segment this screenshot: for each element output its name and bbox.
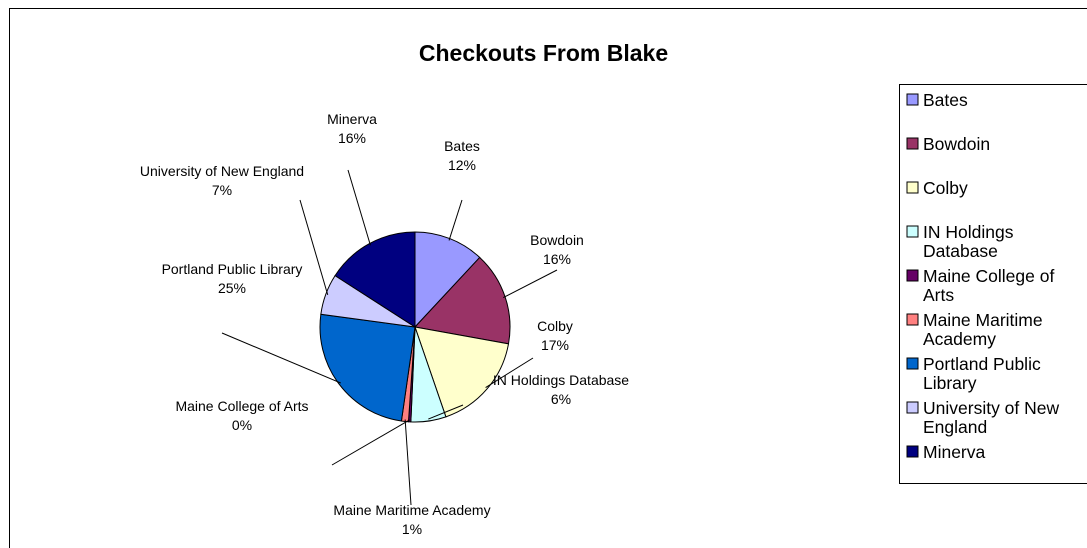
leader-line: [347, 169, 371, 246]
legend-label: Maine College of: [923, 266, 1054, 286]
leader-line: [428, 404, 464, 420]
legend-swatch: [906, 269, 919, 282]
data-label-percent: 7%: [212, 182, 232, 198]
legend-swatch: [906, 225, 919, 238]
legend-swatch: [906, 445, 919, 458]
legend-label: Minerva: [923, 442, 986, 462]
data-label-percent: 17%: [541, 337, 569, 353]
leader-line: [485, 357, 534, 388]
data-label-category: Minerva: [327, 111, 377, 127]
legend-label: University of New: [923, 398, 1060, 418]
legend-label: Bowdoin: [923, 134, 990, 154]
data-label-category: Portland Public Library: [162, 261, 303, 277]
data-label-percent: 1%: [402, 521, 422, 537]
leader-lines: [221, 169, 558, 506]
data-label-percent: 25%: [218, 280, 246, 296]
leader-line: [404, 419, 412, 506]
legend-label: Academy: [923, 329, 996, 349]
data-label-percent: 0%: [232, 417, 252, 433]
legend-label: Bates: [923, 90, 968, 110]
legend-swatch: [906, 357, 919, 370]
data-label-percent: 16%: [338, 130, 366, 146]
leader-line: [503, 269, 558, 299]
data-label-category: Bowdoin: [530, 232, 584, 248]
legend-swatch: [906, 401, 919, 414]
legend-swatch: [906, 93, 919, 106]
legend-label: Maine Maritime: [923, 310, 1043, 330]
legend-label: Library: [923, 373, 977, 393]
legend-swatch: [906, 137, 919, 150]
data-label-percent: 16%: [543, 251, 571, 267]
legend-swatch: [906, 313, 919, 326]
leader-line: [299, 199, 329, 295]
legend-label: IN Holdings: [923, 222, 1014, 242]
data-labels: Bates 12% Bowdoin 16% Colby 17% IN Holdings Da…: [140, 111, 629, 537]
legend: [899, 84, 1087, 484]
chart-title: Checkouts From Blake: [418, 40, 669, 66]
legend-label: Colby: [923, 178, 968, 198]
data-label-category: Colby: [537, 318, 573, 334]
leader-line: [221, 332, 341, 384]
data-label-category: Maine Maritime Academy: [333, 502, 490, 518]
data-label-category: Bates: [444, 138, 480, 154]
data-label-percent: 6%: [551, 391, 571, 407]
legend-swatch: [906, 181, 919, 194]
leader-line: [331, 419, 411, 466]
legend-label: Portland Public: [923, 354, 1041, 374]
pie-slices: [319, 231, 511, 423]
legend-label: England: [923, 417, 987, 437]
data-label-category: IN Holdings Database: [493, 372, 629, 388]
leader-line: [448, 199, 463, 241]
legend-label: Database: [923, 241, 998, 261]
chart-area: [9, 8, 1087, 548]
data-label-category: Maine College of Arts: [175, 398, 308, 414]
pie-slice-portland-public-library: [319, 313, 416, 422]
data-label-percent: 12%: [448, 157, 476, 173]
legend-label: Arts: [923, 285, 954, 305]
data-label-category: University of New England: [140, 163, 304, 179]
